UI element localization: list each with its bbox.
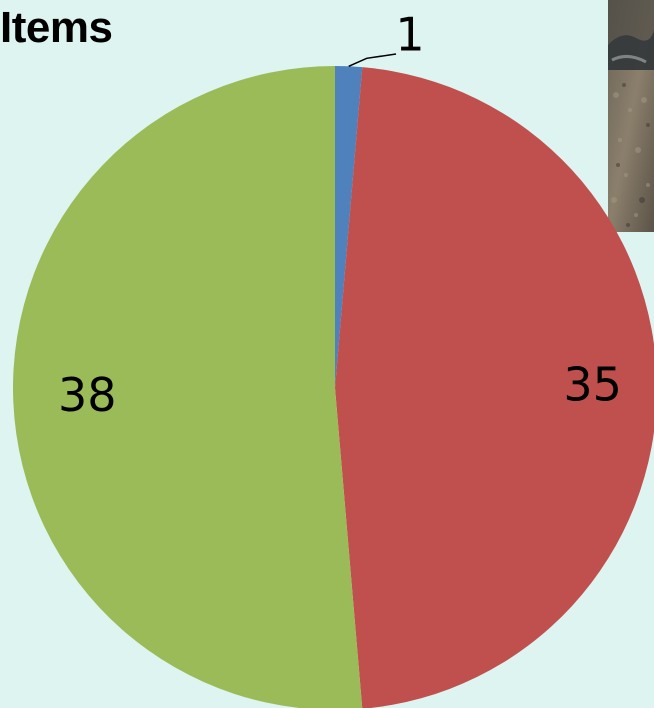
pie-slice-1 [335,66,363,388]
pie-slice-35 [335,67,654,708]
data-label-38: 38 [58,368,117,422]
pie-slices [13,66,654,708]
pie-slice-38 [13,66,363,708]
leader-line-1 [348,53,397,67]
data-label-1: 1 [395,8,424,62]
chart-title: Items [0,3,113,52]
data-label-35: 35 [563,358,622,412]
photo-thumbnail [608,0,654,232]
data-labels: 1 35 38 [58,8,622,423]
leader-lines [348,53,397,67]
